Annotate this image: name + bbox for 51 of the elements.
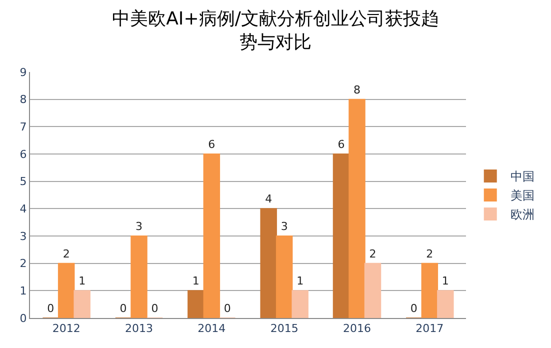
x-tick-label: 2017 — [416, 322, 444, 336]
data-label: 4 — [265, 192, 272, 206]
bar — [74, 290, 90, 318]
data-label: 6 — [338, 138, 345, 151]
x-tick-label: 2014 — [198, 322, 226, 336]
legend-label: 中国 — [510, 170, 534, 184]
bar — [348, 98, 366, 318]
data-label: 0 — [47, 302, 54, 315]
x-tick-label: 2015 — [270, 322, 298, 336]
data-label: 1 — [192, 274, 200, 288]
y-tick-label: 9 — [20, 66, 27, 79]
bar — [203, 154, 220, 318]
legend-label: 美国 — [510, 188, 534, 203]
bar — [130, 236, 148, 318]
data-label: 2 — [369, 247, 376, 260]
x-tick-label: 2012 — [52, 322, 80, 336]
bar — [332, 154, 350, 318]
y-tick-label: 6 — [20, 148, 27, 161]
x-tick-label: 2016 — [343, 322, 371, 336]
bar — [364, 262, 382, 318]
bar — [58, 262, 75, 318]
y-tick-label: 2 — [20, 257, 27, 270]
data-label: 1 — [296, 274, 304, 288]
data-label: 6 — [208, 138, 216, 151]
y-tick-label: 3 — [20, 230, 27, 243]
data-label: 0 — [224, 302, 231, 315]
y-tick-label: 5 — [20, 175, 27, 188]
x-tick-label: 2013 — [125, 322, 153, 336]
bar — [421, 262, 438, 318]
y-tick-label: 4 — [20, 202, 27, 216]
y-tick-label: 1 — [20, 284, 27, 298]
data-label: 0 — [120, 302, 127, 315]
y-tick-label: 7 — [20, 120, 27, 134]
y-tick-label: 8 — [20, 93, 27, 106]
bar — [437, 290, 454, 318]
data-label: 2 — [62, 247, 70, 260]
legend-label: 欧洲 — [510, 208, 534, 222]
data-label: 1 — [442, 274, 449, 288]
data-label: 0 — [151, 302, 158, 315]
data-label: 1 — [78, 274, 86, 288]
data-label: 0 — [410, 302, 418, 315]
bar — [292, 290, 308, 318]
data-label: 3 — [136, 220, 142, 233]
bar — [276, 236, 293, 318]
bar — [260, 208, 277, 318]
chart-title: 中美欧AI+病例/文献分析创业公司获投趋势与对比 — [112, 8, 439, 53]
data-label: 8 — [354, 83, 360, 96]
data-label: 2 — [426, 247, 434, 260]
data-label: 3 — [280, 220, 288, 233]
y-tick-label: 0 — [20, 312, 27, 325]
bar — [188, 290, 204, 318]
